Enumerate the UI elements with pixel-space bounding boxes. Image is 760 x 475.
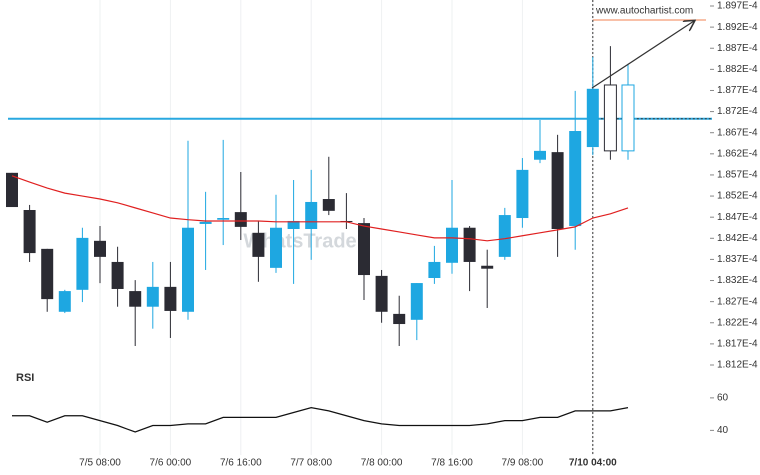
x-tick-label: 7/10 04:00 — [569, 458, 617, 469]
y-tick-label: 1.892E-4 — [717, 22, 758, 33]
y-tick-label: 1.852E-4 — [717, 191, 758, 202]
candle-body — [463, 227, 476, 262]
rsi-tick-label: 60 — [717, 393, 729, 404]
y-tick-label: 1.817E-4 — [717, 339, 758, 350]
candle-body — [76, 237, 89, 290]
candle-body — [446, 227, 458, 263]
candle-body — [182, 227, 194, 312]
y-tick-label: 1.887E-4 — [717, 43, 758, 54]
candle-body — [498, 215, 511, 257]
y-tick-label: 1.877E-4 — [717, 85, 758, 96]
candle-body — [58, 291, 71, 312]
candle-body — [129, 291, 142, 307]
y-tick-label: 1.842E-4 — [717, 233, 758, 244]
forecast-arrow — [591, 21, 694, 89]
candle-body — [234, 212, 247, 227]
candle-body — [410, 283, 423, 320]
y-tick-label: 1.832E-4 — [717, 275, 758, 286]
candle-body — [358, 223, 370, 276]
candle-body — [428, 261, 441, 278]
candle-body — [375, 275, 388, 312]
y-tick-label: 1.882E-4 — [717, 64, 758, 75]
x-tick-label: 7/7 08:00 — [290, 458, 332, 469]
y-tick-label: 1.812E-4 — [717, 360, 758, 371]
y-tick-label: 1.857E-4 — [717, 170, 758, 181]
candle-body — [586, 88, 599, 148]
candle-body — [305, 201, 318, 230]
source: www.autochartist.com — [595, 6, 693, 17]
candle-body — [287, 220, 300, 230]
x-tick-label: 7/5 08:00 — [79, 458, 121, 469]
candle-body — [516, 169, 529, 219]
candle-body — [551, 152, 564, 230]
candle-body — [481, 265, 494, 269]
candle-body — [199, 221, 212, 224]
x-tick-label: 7/8 16:00 — [431, 458, 473, 469]
candle-body — [534, 150, 546, 160]
x-tick-label: 7/6 16:00 — [220, 458, 262, 469]
candle-body — [217, 218, 230, 220]
y-tick-label: 1.872E-4 — [717, 106, 758, 117]
y-tick-label: 1.847E-4 — [717, 212, 758, 223]
candle-body — [164, 286, 177, 311]
candle-body — [322, 199, 335, 211]
candle-body — [111, 261, 124, 289]
rsi-label: RSI — [16, 372, 34, 384]
y-tick-label: 1.827E-4 — [717, 296, 758, 307]
plot-layer: 1.812E-4 1.817E-4 1.822E-4 1.827E-4 1.832E-4… — [6, 0, 758, 469]
rsi-line — [12, 407, 629, 433]
y-tick-label: 1.867E-4 — [717, 127, 758, 138]
candle-body — [23, 209, 36, 254]
candle-body — [621, 84, 635, 152]
candle-body — [569, 131, 582, 227]
candle-body — [603, 84, 617, 152]
x-tick-label: 7/8 00:00 — [361, 458, 403, 469]
y-tick-label: 1.862E-4 — [717, 148, 758, 159]
candle-body — [94, 240, 106, 257]
candle-body — [270, 227, 282, 268]
candle-body — [252, 232, 265, 257]
candle-body — [41, 248, 54, 300]
candle-body — [146, 286, 159, 307]
y-tick-label: 1.837E-4 — [717, 254, 758, 265]
y-tick-label: 1.822E-4 — [717, 317, 758, 328]
rsi-tick-label: 40 — [717, 425, 729, 436]
candle-body — [6, 172, 18, 208]
y-tick-label: 1.897E-4 — [717, 1, 758, 12]
moving-average — [11, 175, 629, 242]
x-tick-label: 7/9 08:00 — [502, 458, 544, 469]
candle-body — [393, 313, 406, 325]
x-tick-label: 7/6 00:00 — [150, 458, 192, 469]
